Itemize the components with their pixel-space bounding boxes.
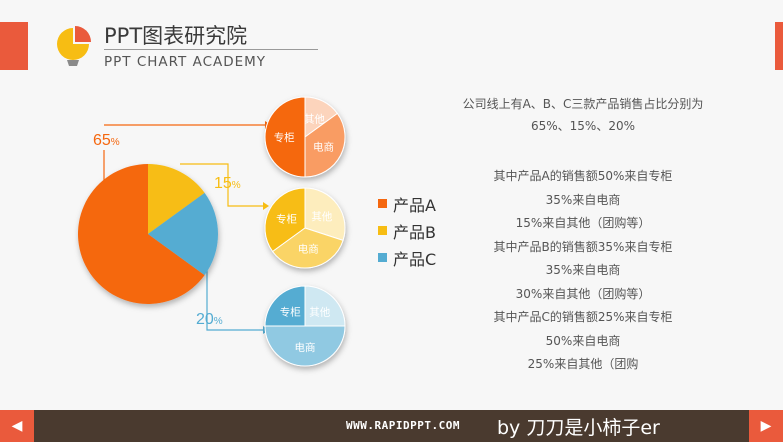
legend-swatch-a — [378, 199, 387, 208]
detail-line: 50%来自电商 — [545, 333, 621, 348]
legend-label-c: 产品C — [393, 249, 437, 269]
sub-pie-a-slice-0 — [264, 96, 306, 178]
intro-text: 公司线上有A、B、C三款产品销售占比分别为 65%、15%、20% — [438, 95, 728, 135]
legend-item-b: 产品B — [378, 217, 436, 244]
main-pie-group — [78, 164, 219, 304]
sub-pie-a-label-1: 电商 — [313, 140, 334, 153]
sub-pie-b-label-0: 专柜 — [276, 213, 297, 226]
brand-divider — [104, 49, 318, 50]
website-link[interactable]: WWW.RAPIDPPT.COM — [346, 419, 460, 432]
footer-bar: ◀ WWW.RAPIDPPT.COM by 刀刀是小柿子er ▶ — [0, 410, 783, 442]
legend-item-c: 产品C — [378, 244, 436, 271]
detail-text: 其中产品A的销售额50%来自专柜 35%来自电商 15%来自其他（团购等） 其中… — [438, 165, 728, 377]
sub-pie-a-label-2: 其他 — [304, 112, 325, 125]
sub-pie-c-label-0: 专柜 — [280, 305, 301, 318]
sub-pie-c-slice-0 — [264, 285, 306, 327]
arrow-left-icon: ◀ — [11, 418, 23, 434]
author-byline: by 刀刀是小柿子er — [497, 417, 660, 439]
main-pie-slice-a — [78, 164, 205, 304]
detail-line: 其中产品C的销售额25%来自专柜 — [493, 310, 673, 324]
intro-line: 65%、15%、20% — [530, 119, 636, 133]
sub-pie-b-slice-0 — [264, 187, 306, 253]
legend-label-a: 产品A — [393, 195, 436, 215]
header-accent-left — [0, 22, 28, 70]
intro-line: 公司线上有A、B、C三款产品销售占比分别为 — [462, 97, 704, 111]
main-pie-label-c: 20% — [196, 311, 223, 328]
detail-line: 35%来自电商 — [545, 263, 621, 277]
main-pie-slice-c — [148, 192, 219, 276]
connector-line-c — [206, 268, 264, 331]
sub-pie-c-slice-1 — [264, 325, 346, 367]
brand-subtitle: PPT CHART ACADEMY — [104, 54, 267, 70]
prev-slide-button[interactable]: ◀ — [0, 410, 34, 442]
sub-pie-a-label-0: 专柜 — [274, 131, 295, 144]
brand-title: PPT图表研究院 — [104, 24, 248, 48]
sub-pie-b-label-2: 其他 — [311, 210, 332, 223]
next-slide-button[interactable]: ▶ — [749, 410, 783, 442]
sub-pie-c — [264, 285, 346, 367]
legend-label-b: 产品B — [393, 222, 436, 242]
sub-pie-c-label-1: 电商 — [295, 341, 316, 354]
pie-logo-icon — [57, 26, 91, 66]
sub-pie-c-slice-2 — [304, 285, 346, 327]
detail-line: 15%来自其他（团购等） — [515, 216, 651, 230]
detail-line: 25%来自其他（团购 — [527, 357, 639, 371]
sub-pie-b-slice-2 — [304, 187, 346, 241]
sub-pie-b-slice-1 — [271, 227, 344, 269]
sub-pie-b-label-1: 电商 — [298, 243, 319, 256]
legend-item-a: 产品A — [378, 190, 436, 217]
chart-legend: 产品A 产品B 产品C — [378, 190, 436, 271]
header-accent-right — [775, 22, 783, 70]
connector-line-b — [180, 163, 264, 207]
main-pie-label-a: 65% — [93, 132, 120, 149]
sub-pie-b — [264, 187, 346, 269]
arrow-right-icon: ▶ — [760, 418, 772, 434]
detail-line: 其中产品B的销售额35%来自专柜 — [493, 239, 673, 254]
detail-line: 其中产品A的销售额50%来自专柜 — [493, 169, 673, 183]
sub-pie-a-slice-1 — [304, 112, 346, 178]
detail-line: 30%来自其他（团购等） — [515, 286, 651, 301]
legend-swatch-b — [378, 226, 387, 235]
main-pie-label-b: 15% — [214, 175, 241, 192]
legend-swatch-c — [378, 253, 387, 262]
detail-line: 35%来自电商 — [545, 192, 621, 207]
sub-pie-a — [264, 96, 346, 178]
main-pie-slice-b — [148, 164, 205, 234]
sub-pie-c-label-2: 其他 — [309, 305, 330, 318]
connector-arrow-b — [263, 202, 269, 210]
